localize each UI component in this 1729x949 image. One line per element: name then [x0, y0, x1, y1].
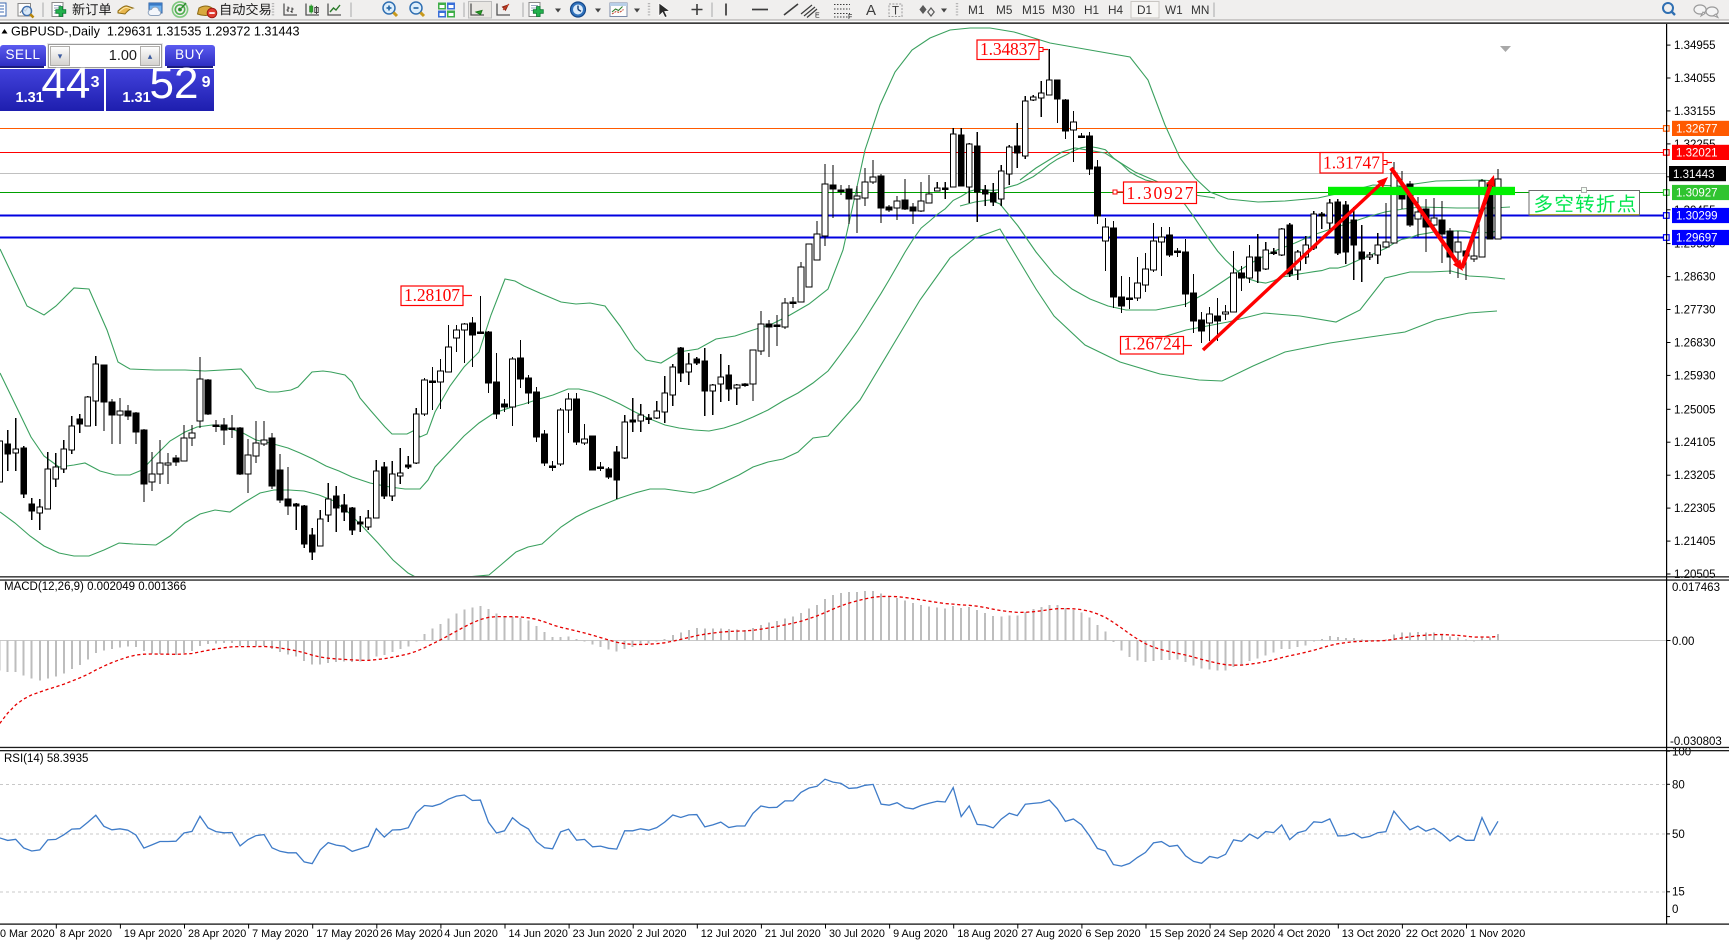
svg-text:F: F	[848, 14, 852, 21]
svg-text:M5: M5	[996, 3, 1013, 17]
svg-text:1.26724: 1.26724	[1124, 334, 1181, 354]
svg-text:7 May 2020: 7 May 2020	[252, 928, 308, 940]
svg-text:1.29697: 1.29697	[1676, 233, 1718, 245]
svg-text:D1: D1	[1137, 3, 1152, 17]
svg-text:1.34055: 1.34055	[1674, 73, 1716, 85]
svg-text:12 Jul 2020: 12 Jul 2020	[701, 928, 757, 940]
svg-text:M1: M1	[968, 3, 984, 17]
svg-text:M15: M15	[1022, 3, 1045, 17]
svg-text:1.25005: 1.25005	[1674, 404, 1716, 416]
svg-text:26 May 2020: 26 May 2020	[380, 928, 442, 940]
svg-text:23 Jun 2020: 23 Jun 2020	[573, 928, 632, 940]
svg-text:18 Aug 2020: 18 Aug 2020	[957, 928, 1018, 940]
svg-text:4 Oct 2020: 4 Oct 2020	[1278, 928, 1331, 940]
svg-text:0: 0	[1672, 904, 1678, 916]
svg-text:21 Jul 2020: 21 Jul 2020	[765, 928, 821, 940]
svg-text:8 Apr 2020: 8 Apr 2020	[60, 928, 112, 940]
svg-text:1.21405: 1.21405	[1674, 536, 1716, 548]
svg-text:MN: MN	[1191, 3, 1209, 17]
svg-text:1.34955: 1.34955	[1674, 40, 1716, 52]
svg-text:24 Sep 2020: 24 Sep 2020	[1214, 928, 1275, 940]
svg-text:1.28630: 1.28630	[1674, 272, 1716, 284]
svg-text:RSI(14) 58.3935: RSI(14) 58.3935	[4, 753, 88, 765]
svg-text:H1: H1	[1084, 3, 1099, 17]
svg-text:15 Sep 2020: 15 Sep 2020	[1150, 928, 1211, 940]
svg-text:T: T	[892, 6, 899, 18]
svg-text:E: E	[815, 13, 820, 20]
svg-text:1.31443: 1.31443	[1673, 169, 1715, 181]
svg-text:1.33155: 1.33155	[1674, 106, 1716, 118]
svg-text:0.00: 0.00	[1672, 636, 1694, 648]
svg-text:1.30927: 1.30927	[1676, 188, 1718, 200]
svg-text:1.24105: 1.24105	[1674, 437, 1716, 449]
svg-text:6 Sep 2020: 6 Sep 2020	[1085, 928, 1140, 940]
svg-text:A: A	[866, 2, 876, 19]
svg-text:1.22305: 1.22305	[1674, 503, 1716, 515]
svg-text:1.27730: 1.27730	[1674, 305, 1716, 317]
svg-text:22 Oct 2020: 22 Oct 2020	[1406, 928, 1465, 940]
svg-text:50: 50	[1672, 829, 1685, 841]
svg-text:H4: H4	[1108, 3, 1124, 17]
svg-text:30 Mar 2020: 30 Mar 2020	[0, 928, 55, 940]
svg-text:4 Jun 2020: 4 Jun 2020	[444, 928, 497, 940]
svg-text:1.20505: 1.20505	[1674, 569, 1716, 581]
svg-text:1.34837: 1.34837	[980, 39, 1036, 59]
svg-text:17 May 2020: 17 May 2020	[316, 928, 378, 940]
svg-text:14 Jun 2020: 14 Jun 2020	[509, 928, 568, 940]
svg-text:W1: W1	[1165, 3, 1183, 17]
svg-text:0.017463: 0.017463	[1672, 582, 1720, 594]
svg-text:100: 100	[1672, 747, 1691, 759]
svg-text:M30: M30	[1052, 3, 1075, 17]
svg-text:1.26830: 1.26830	[1674, 338, 1716, 350]
svg-text:27 Aug 2020: 27 Aug 2020	[1021, 928, 1082, 940]
svg-text:9 Aug 2020: 9 Aug 2020	[893, 928, 948, 940]
svg-text:28 Apr 2020: 28 Apr 2020	[188, 928, 246, 940]
svg-text:2 Jul 2020: 2 Jul 2020	[637, 928, 687, 940]
svg-text:30 Jul 2020: 30 Jul 2020	[829, 928, 885, 940]
svg-text:1.32021: 1.32021	[1676, 148, 1718, 160]
svg-text:1.30299: 1.30299	[1676, 211, 1718, 223]
svg-text:1.23205: 1.23205	[1674, 470, 1716, 482]
svg-text:MACD(12,26,9) 0.002049 0.00136: MACD(12,26,9) 0.002049 0.001366	[4, 581, 186, 593]
svg-text:15: 15	[1672, 887, 1685, 899]
svg-text:80: 80	[1672, 779, 1685, 791]
svg-text:13 Oct 2020: 13 Oct 2020	[1342, 928, 1401, 940]
svg-text:1.28107: 1.28107	[404, 285, 460, 305]
svg-text:1.31747: 1.31747	[1323, 153, 1380, 173]
svg-text:19 Apr 2020: 19 Apr 2020	[124, 928, 182, 940]
svg-text:1 Nov 2020: 1 Nov 2020	[1470, 928, 1525, 940]
svg-text:1.25930: 1.25930	[1674, 370, 1716, 382]
svg-text:1.32677: 1.32677	[1676, 124, 1718, 136]
svg-text:GBPUSD-,Daily 1.29631 1.31535: GBPUSD-,Daily 1.29631 1.31535 1.29372 1.…	[11, 25, 299, 39]
